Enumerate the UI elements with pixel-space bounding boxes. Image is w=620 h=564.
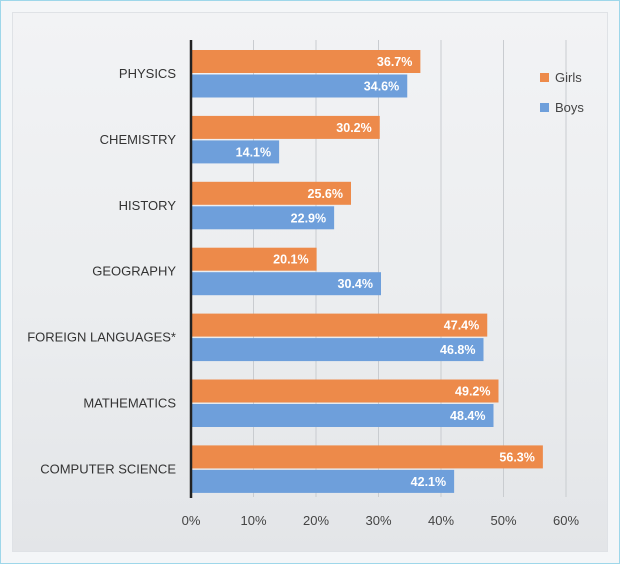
data-label: 30.2% (336, 121, 371, 135)
data-label: 30.4% (338, 277, 373, 291)
data-label: 14.1% (236, 145, 271, 159)
bar-boys (191, 338, 484, 362)
category-label: FOREIGN LANGUAGES* (27, 330, 176, 345)
x-tick-label: 60% (553, 513, 579, 528)
legend-label-girls: Girls (555, 70, 582, 85)
category-label: GEOGRAPHY (92, 264, 176, 279)
category-label: COMPUTER SCIENCE (40, 461, 176, 476)
x-tick-label: 30% (365, 513, 391, 528)
bar-girls (191, 50, 421, 73)
x-tick-label: 10% (240, 513, 266, 528)
x-tick-label: 20% (303, 513, 329, 528)
bar-girls (191, 313, 488, 337)
legend-swatch-girls (540, 73, 549, 82)
data-label: 42.1% (411, 475, 446, 489)
bar-boys (191, 469, 455, 493)
data-label: 46.8% (440, 343, 475, 357)
data-label: 47.4% (444, 319, 479, 333)
bar-boys (191, 272, 381, 296)
category-label: HISTORY (119, 198, 177, 213)
data-label: 20.1% (273, 253, 308, 267)
category-label: CHEMISTRY (100, 132, 177, 147)
data-label: 36.7% (377, 55, 412, 69)
legend-label-boys: Boys (555, 100, 584, 115)
x-tick-label: 50% (490, 513, 516, 528)
data-label: 56.3% (499, 450, 534, 464)
data-label: 25.6% (308, 187, 343, 201)
bar-boys (191, 404, 494, 427)
x-tick-label: 40% (428, 513, 454, 528)
category-label: MATHEMATICS (83, 396, 176, 411)
bar-girls (191, 181, 351, 205)
data-label: 48.4% (450, 409, 485, 423)
bar-girls (191, 379, 499, 403)
bar-boys (191, 206, 335, 230)
bar-boys (191, 140, 280, 164)
legend-swatch-boys (540, 103, 549, 112)
data-label: 49.2% (455, 385, 490, 399)
bar-girls (191, 115, 380, 139)
x-tick-label: 0% (182, 513, 201, 528)
bar-girls (191, 247, 317, 271)
bar-girls (191, 445, 543, 469)
data-label: 22.9% (291, 211, 326, 225)
data-label: 34.6% (364, 80, 399, 94)
bar-boys (191, 74, 408, 98)
category-label: PHYSICS (119, 66, 176, 81)
